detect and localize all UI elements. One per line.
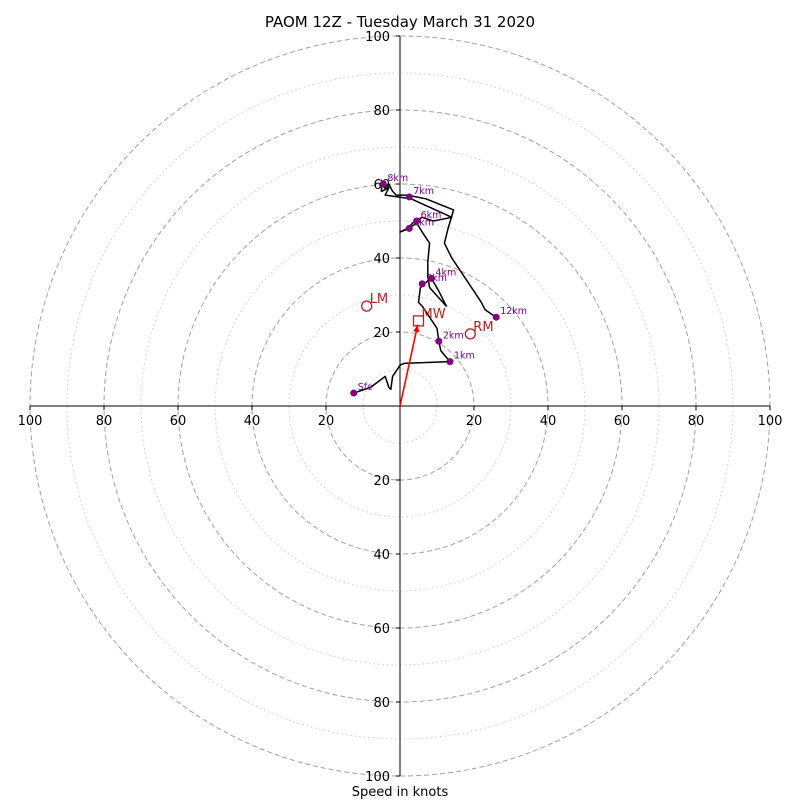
y-tick-label: 40 xyxy=(373,252,390,267)
storm-motion-label-mw: MW xyxy=(422,307,446,322)
height-marker xyxy=(427,274,435,282)
height-marker xyxy=(350,389,358,397)
x-tick-label: 40 xyxy=(244,414,261,429)
y-tick-label: 40 xyxy=(373,548,390,563)
height-marker xyxy=(418,280,426,288)
x-tick-label: 80 xyxy=(96,414,113,429)
height-marker-label: 4km xyxy=(435,267,456,278)
height-marker xyxy=(405,193,413,201)
x-tick-label: 20 xyxy=(466,414,483,429)
x-tick-label: 60 xyxy=(614,414,631,429)
height-marker-label: 5km xyxy=(413,217,434,228)
height-marker xyxy=(413,217,421,225)
storm-motion-label-lm: LM xyxy=(370,292,388,307)
storm-motion-marker-mw xyxy=(412,315,425,327)
height-marker-label: 8km xyxy=(387,173,408,184)
x-tick-label: 60 xyxy=(170,414,187,429)
x-tick-label: 20 xyxy=(318,414,335,429)
hodograph-trace xyxy=(353,179,497,394)
x-axis-label: Speed in knots xyxy=(352,785,449,800)
y-tick-label: 20 xyxy=(373,326,390,341)
chart-title: PAOM 12Z - Tuesday March 31 2020 xyxy=(265,13,535,31)
y-tick-label: 80 xyxy=(373,696,390,711)
height-marker xyxy=(435,337,443,345)
storm-motion-marker-rm xyxy=(464,328,476,340)
height-marker-label: 12km xyxy=(500,306,527,317)
height-marker xyxy=(379,180,387,188)
height-marker xyxy=(446,358,454,366)
x-tick-label: 100 xyxy=(758,414,783,429)
height-marker-label: 1km xyxy=(454,351,475,362)
y-tick-label: 100 xyxy=(365,770,390,785)
y-tick-label: 60 xyxy=(373,622,390,637)
shear-vector xyxy=(399,324,420,407)
storm-motion-label-rm: RM xyxy=(473,320,493,335)
shear-arrowhead xyxy=(413,324,420,333)
storm-motion-marker-lm xyxy=(361,300,373,312)
height-marker-label: Sfc xyxy=(358,382,373,393)
x-tick-label: 100 xyxy=(18,414,43,429)
height-marker xyxy=(492,313,500,321)
height-marker-label: 2km xyxy=(443,330,464,341)
y-tick-label: 20 xyxy=(373,474,390,489)
x-tick-label: 80 xyxy=(688,414,705,429)
height-marker xyxy=(405,224,413,232)
shear-vector-line xyxy=(399,324,419,407)
height-marker-label: 3km xyxy=(426,273,447,284)
height-marker-label: 7km xyxy=(413,186,434,197)
storm-motion-markers: LM RM MW xyxy=(361,292,494,340)
hodograph-line xyxy=(353,179,497,394)
height-marker-label: 6km xyxy=(421,210,442,221)
y-tick-label: 80 xyxy=(373,104,390,119)
x-tick-label: 40 xyxy=(540,414,557,429)
y-tick-label: 100 xyxy=(365,30,390,45)
